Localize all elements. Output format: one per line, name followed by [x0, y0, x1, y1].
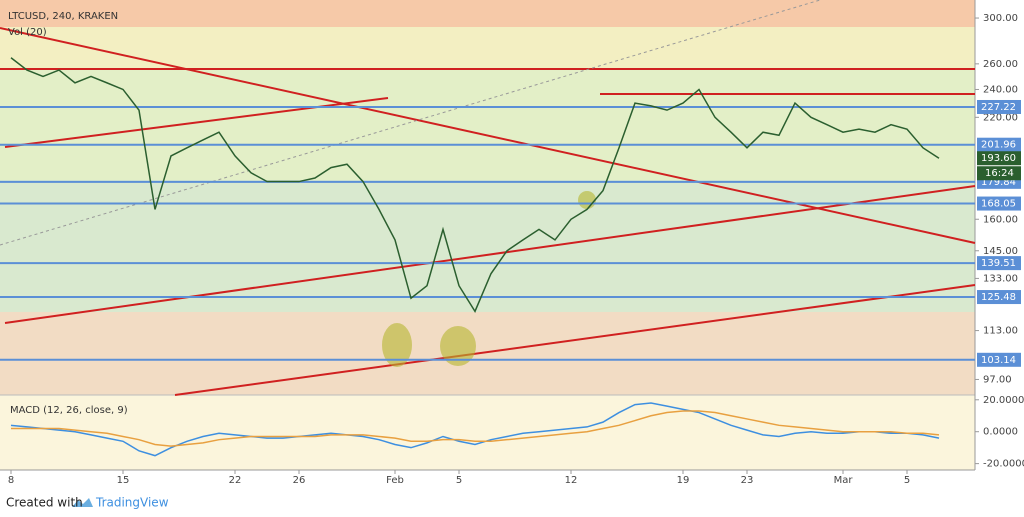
level-tag: [977, 99, 1021, 114]
logo: [72, 498, 93, 507]
y-tick-label: 113.00: [983, 326, 1018, 337]
level-label: 201.96: [981, 140, 1016, 151]
level-tag: [977, 137, 1021, 152]
price-tag: [977, 151, 1021, 166]
band: [0, 27, 975, 68]
macd-title: MACD (12, 26, close, 9): [10, 405, 128, 416]
x-tick-label: 5: [904, 475, 910, 486]
band: [0, 68, 975, 180]
highlight: [382, 323, 412, 367]
level-label: 103.14: [981, 355, 1016, 366]
y-tick-label: 20.0000: [983, 395, 1024, 406]
chart-title: LTCUSD, 240, KRAKEN: [8, 11, 118, 22]
y-tick-label: 260.00: [983, 59, 1018, 70]
y-tick-label: 220.00: [983, 112, 1018, 123]
x-tick-label: Mar: [834, 475, 854, 486]
y-tick-label: 97.00: [983, 374, 1012, 385]
highlight: [440, 326, 476, 366]
dashed-line: [0, 0, 821, 246]
x-tick-label: 8: [8, 475, 14, 486]
level-label: 179.84: [981, 177, 1016, 188]
band: [0, 0, 975, 27]
price-line: [10, 402, 940, 457]
x-tick-label: 23: [741, 475, 754, 486]
x-tick-label: 19: [677, 475, 690, 486]
macd-panel: [0, 395, 975, 470]
x-tick-label: 22: [229, 475, 242, 486]
y-tick-label: 160.00: [983, 214, 1018, 225]
trend-line: [4, 185, 976, 324]
time-label: 16:24: [985, 168, 1014, 179]
level-label: 125.48: [981, 292, 1016, 303]
y-tick-label: -20.0000: [983, 459, 1024, 470]
price-label: 193.60: [981, 153, 1016, 164]
highlight: [578, 191, 596, 209]
level-label: 227.22: [981, 102, 1016, 113]
y-tick-label: 145.00: [983, 246, 1018, 257]
band: [0, 312, 975, 395]
y-tick-label: 300.00: [983, 13, 1018, 24]
footer-text: Created with: [6, 496, 83, 510]
level-tag: [977, 352, 1021, 367]
level-tag: [977, 290, 1021, 305]
price-line: [11, 410, 940, 447]
band: [0, 180, 975, 312]
x-tick-label: 12: [565, 475, 578, 486]
time-tag: [977, 166, 1021, 181]
level-label: 139.51: [981, 258, 1016, 269]
y-tick-label: 240.00: [983, 84, 1018, 95]
x-tick-label: 26: [293, 475, 306, 486]
x-tick-label: 15: [117, 475, 130, 486]
y-tick-label: 0.0000: [983, 427, 1018, 438]
x-tick-label: Feb: [386, 475, 404, 486]
trend-line: [0, 27, 976, 244]
x-tick-label: 5: [456, 475, 462, 486]
trend-line: [174, 284, 976, 396]
price-line: [10, 57, 940, 313]
level-label: 168.05: [981, 199, 1016, 210]
indicator-label: Vol (20): [8, 27, 47, 38]
y-tick-label: 133.00: [983, 273, 1018, 284]
level-tag: [977, 196, 1021, 211]
footer-brand[interactable]: TradingView: [95, 496, 169, 510]
level-tag: [977, 256, 1021, 271]
